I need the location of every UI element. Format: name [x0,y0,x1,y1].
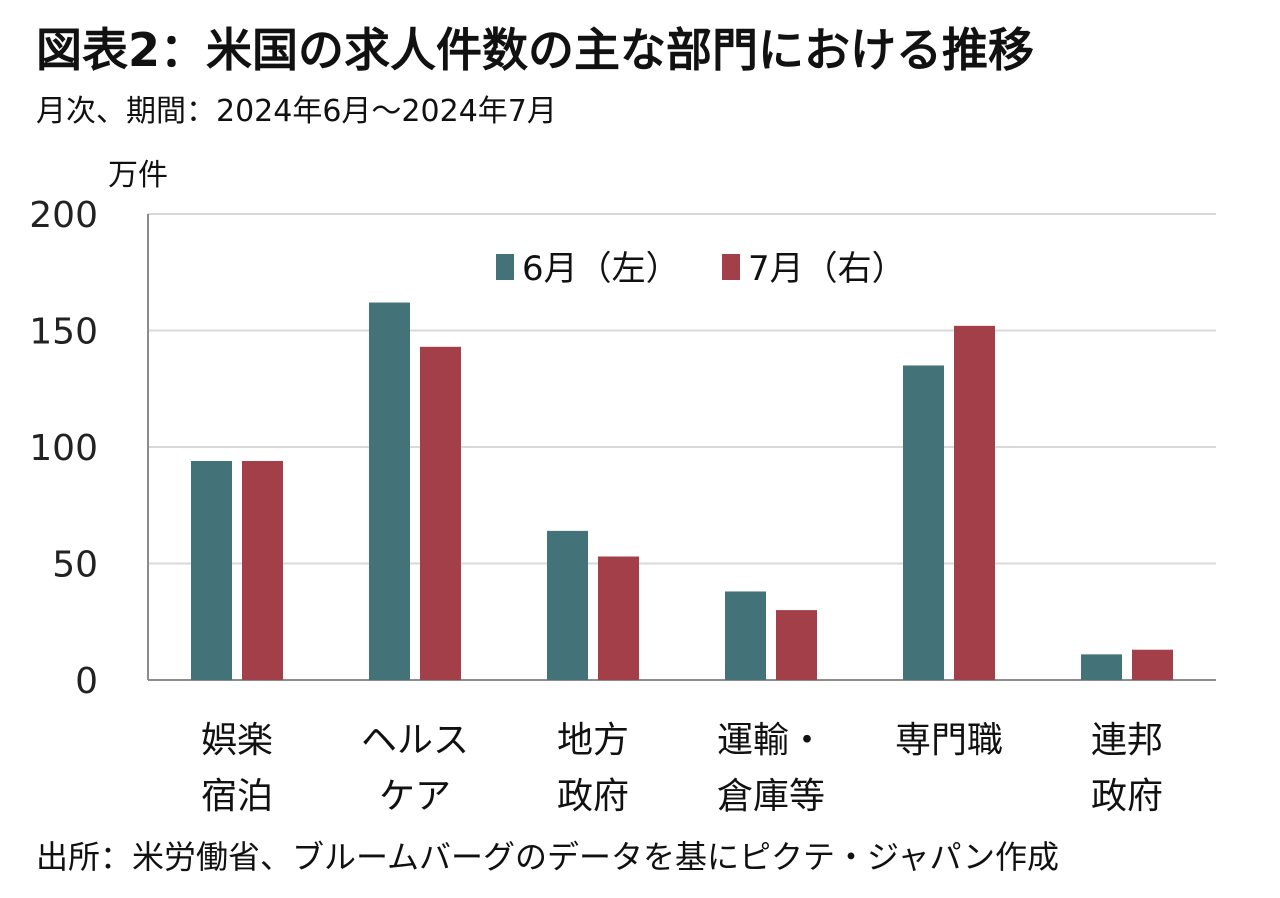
bar-jun [1081,654,1122,680]
bar-jun [903,365,944,680]
x-category-label: ケア [379,776,451,817]
bar-jul [776,610,817,680]
source-note: 出所：米労働省、ブルームバーグのデータを基にピクテ・ジャパン作成 [36,838,1060,876]
x-category-label: 宿泊 [201,776,273,817]
bar-jun [191,460,232,680]
chart-subtitle: 月次、期間：2024年6月～2024年7月 [36,94,557,129]
x-category-label: ヘルス [361,720,469,761]
x-category-label: 倉庫等 [717,776,825,817]
y-axis-unit: 万件 [108,158,168,193]
x-category-label: 専門職 [895,720,1003,761]
y-tick-label: 50 [52,545,98,586]
x-category-label: 運輸・ [717,720,825,761]
y-tick-label: 200 [29,195,98,236]
x-category-label: 政府 [557,776,629,817]
bar-jul [242,460,283,680]
bar-jul [1132,649,1173,680]
bar-jun [725,591,766,680]
y-tick-label: 150 [29,312,98,353]
legend-label: 7月（右） [748,249,906,289]
legend-swatch [496,254,514,280]
y-tick-label: 100 [29,428,98,469]
x-category-label: 地方 [557,720,629,761]
bar-jul [598,556,639,680]
bar-jun [369,302,410,680]
legend-swatch [722,254,740,280]
x-category-label: 娯楽 [201,720,273,761]
x-category-label: 連邦 [1091,720,1163,761]
page-title: 図表2：米国の求人件数の主な部門における推移 [36,23,1035,77]
bar-jul [420,346,461,680]
legend-label: 6月（左） [522,249,680,289]
bar-jun [547,530,588,680]
y-tick-label: 0 [75,661,98,702]
x-category-label: 政府 [1091,776,1163,817]
bar-jul [954,325,995,680]
